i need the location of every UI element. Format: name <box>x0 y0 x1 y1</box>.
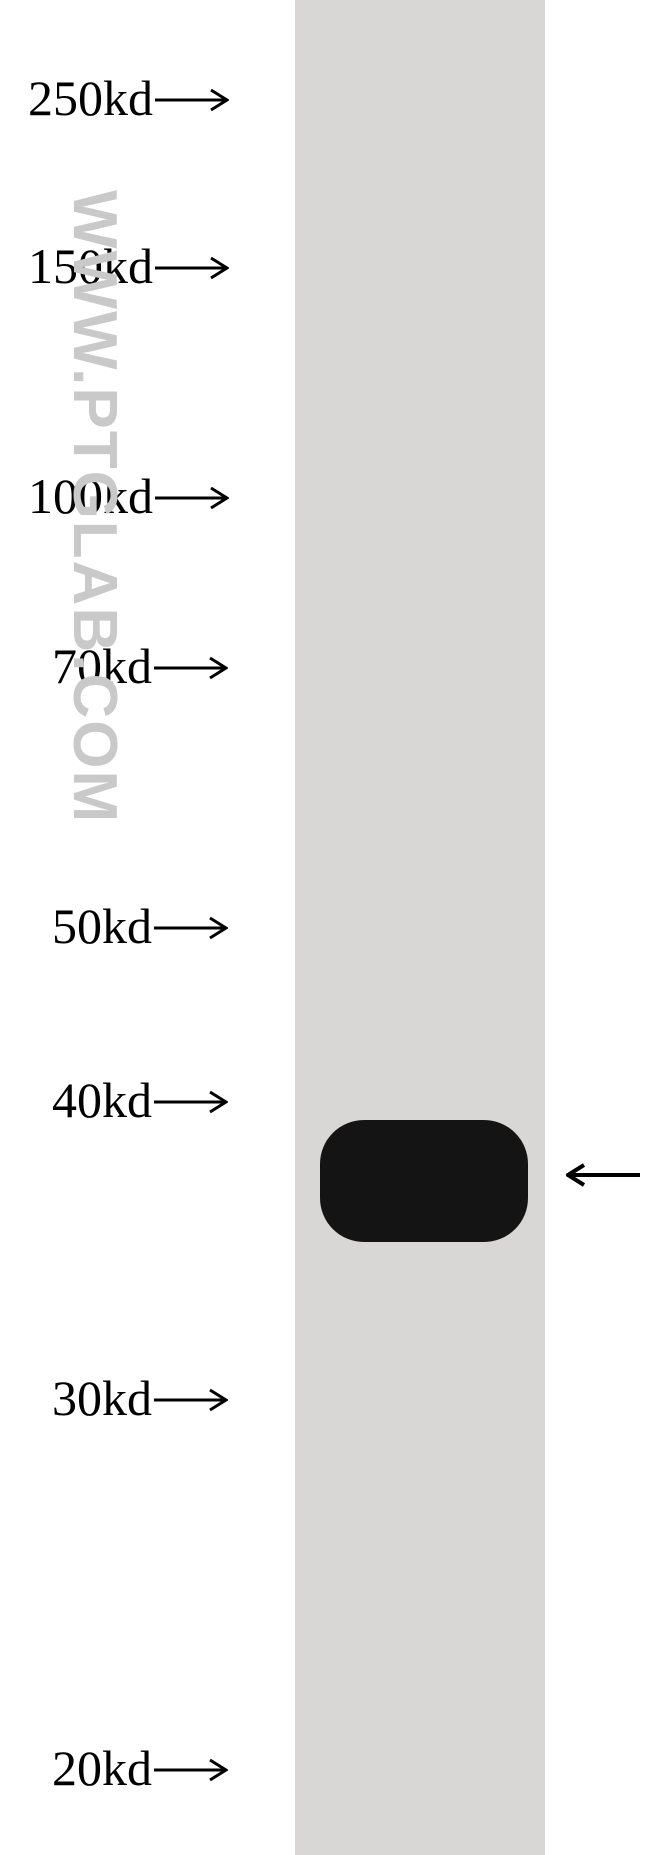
marker-arrow-icon <box>154 1087 228 1122</box>
marker-label: 150kd <box>28 237 153 295</box>
marker-arrow-icon <box>155 483 229 518</box>
marker-arrow-icon <box>154 1755 228 1790</box>
blot-band <box>320 1120 528 1242</box>
marker-arrow-icon <box>155 85 229 120</box>
marker-label: 20kd <box>52 1739 152 1797</box>
marker-arrow-icon <box>154 913 228 948</box>
marker-label: 30kd <box>52 1369 152 1427</box>
marker-arrow-icon <box>154 1385 228 1420</box>
marker-label: 250kd <box>28 69 153 127</box>
marker-label: 40kd <box>52 1071 152 1129</box>
marker-label: 50kd <box>52 897 152 955</box>
marker-arrow-icon <box>154 653 228 688</box>
blot-lane <box>295 0 545 1855</box>
marker-label: 100kd <box>28 467 153 525</box>
marker-arrow-icon <box>155 253 229 288</box>
marker-label: 70kd <box>52 637 152 695</box>
result-arrow-icon <box>566 1160 640 1195</box>
